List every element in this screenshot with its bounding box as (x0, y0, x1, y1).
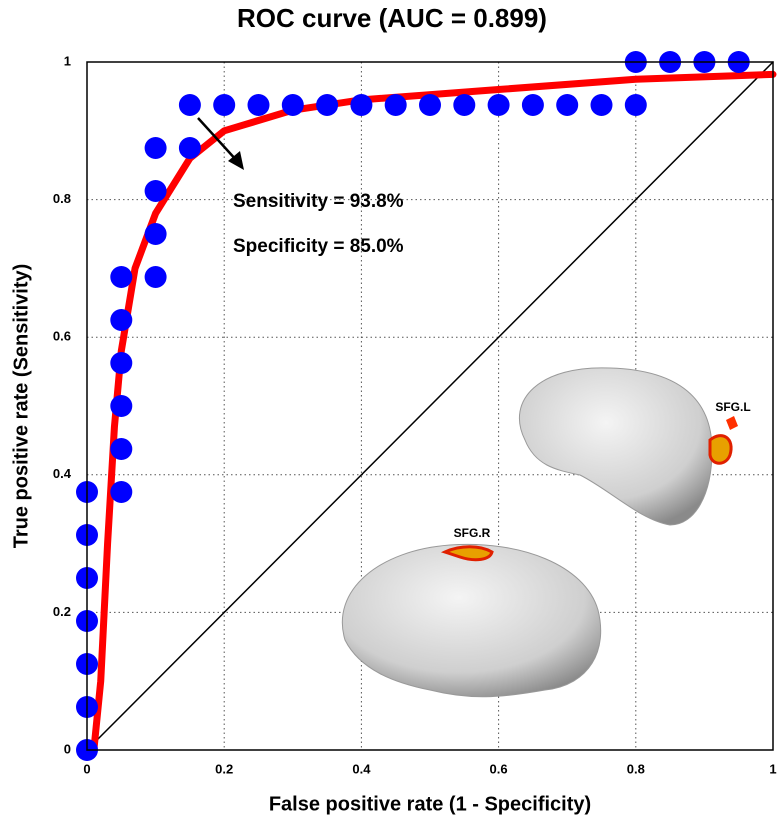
data-point (213, 94, 236, 116)
data-point (110, 266, 133, 288)
x-tick-label: 0.2 (215, 761, 233, 776)
data-point (247, 94, 270, 116)
arrow-head (228, 151, 244, 170)
activation (708, 434, 733, 465)
x-tick-label: 0 (83, 761, 90, 776)
reference-line (86, 61, 774, 751)
annotation: Sensitivity = 93.8% (233, 191, 404, 212)
data-point (144, 223, 167, 245)
fitted-curve (90, 70, 777, 754)
plot-frame (86, 61, 774, 751)
y-tick-label: 0.2 (53, 604, 71, 619)
plot-area (76, 51, 777, 761)
x-axis-label: False positive rate (1 - Specificity) (269, 793, 591, 815)
x-tick-label: 1 (769, 761, 776, 776)
data-point (144, 266, 167, 288)
data-point (624, 94, 647, 116)
y-tick-label: 0.8 (53, 191, 71, 206)
y-tick-label: 0.4 (53, 466, 72, 481)
data-point (453, 94, 476, 116)
data-point (384, 94, 407, 116)
data-point (521, 94, 544, 116)
data-point (281, 94, 304, 116)
chart-title: ROC curve (AUC = 0.899) (237, 3, 547, 33)
data-point (110, 438, 133, 460)
data-point (178, 94, 201, 116)
activation (440, 545, 494, 562)
data-point (419, 94, 441, 116)
data-point (316, 94, 339, 116)
brain-shape (341, 543, 602, 698)
data-point (487, 94, 510, 116)
data-point (144, 137, 167, 159)
y-tick-label: 1 (64, 53, 71, 68)
annotation: Specificity = 85.0% (233, 236, 404, 257)
data-point (590, 94, 613, 116)
data-point (110, 309, 133, 331)
arrow (197, 117, 239, 163)
brain-shape (519, 367, 713, 526)
data-point (110, 395, 133, 417)
y-tick-label: 0.6 (53, 329, 71, 344)
x-tick-label: 0.8 (627, 761, 645, 776)
brain-left (519, 367, 738, 526)
data-point (350, 94, 373, 116)
brain-right (341, 543, 602, 698)
region-label: SFG.L (715, 400, 750, 414)
activation (726, 416, 738, 430)
data-point (110, 481, 133, 503)
data-point (178, 137, 201, 159)
data-point (110, 352, 133, 374)
y-tick-label: 0 (64, 741, 71, 756)
data-point (144, 180, 167, 202)
y-axis-label: True positive rate (Sensitivity) (10, 264, 32, 549)
data-point (556, 94, 579, 116)
x-tick-label: 0.4 (352, 761, 371, 776)
region-label: SFG.R (454, 526, 491, 540)
x-tick-label: 0.6 (490, 761, 508, 776)
